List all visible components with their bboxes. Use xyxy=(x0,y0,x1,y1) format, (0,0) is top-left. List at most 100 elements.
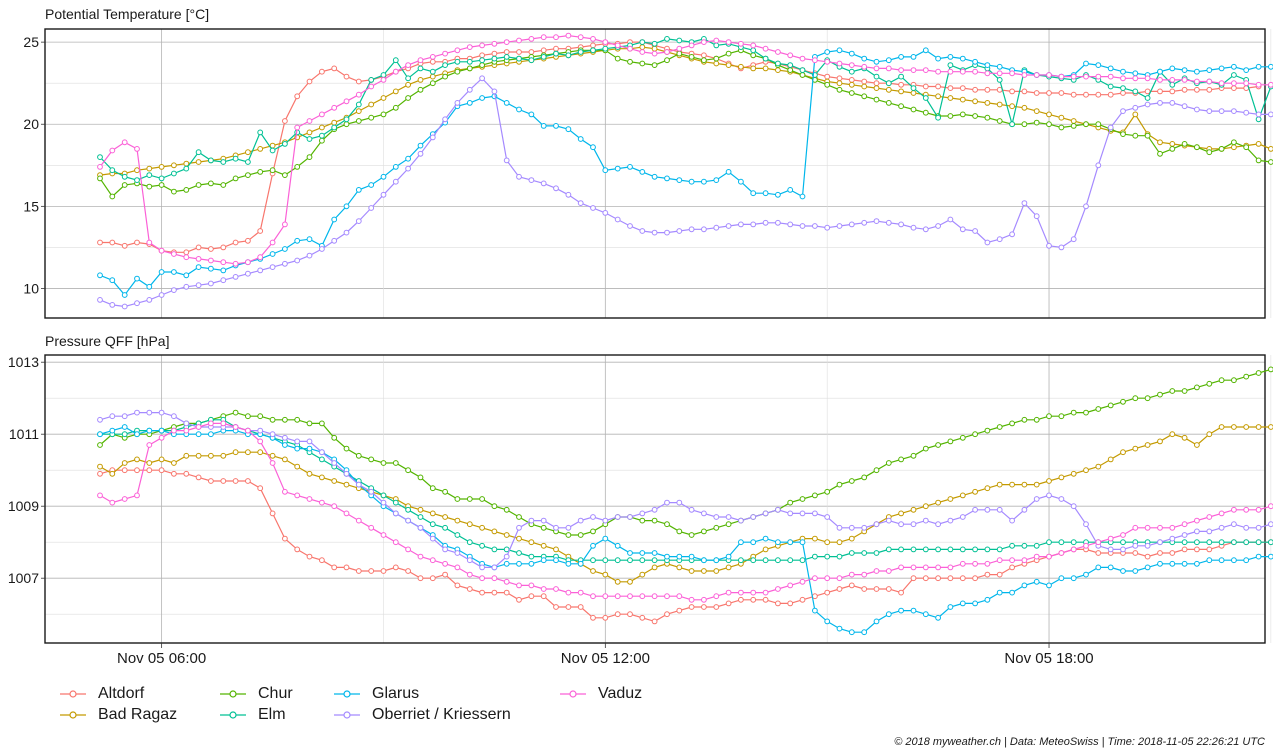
data-point xyxy=(787,582,794,589)
data-point xyxy=(1231,539,1237,546)
data-point xyxy=(688,178,695,185)
data-point xyxy=(208,478,214,484)
y-tick-label: 15 xyxy=(23,198,39,214)
data-point xyxy=(762,589,769,596)
data-point xyxy=(294,463,301,470)
legend-label: Vaduz xyxy=(598,685,643,702)
data-point xyxy=(590,514,596,520)
series-line xyxy=(99,49,1271,296)
legend-label: Elm xyxy=(258,706,286,723)
data-point xyxy=(1206,431,1213,438)
data-point xyxy=(1132,88,1139,95)
data-point xyxy=(405,517,412,524)
data-point xyxy=(319,68,325,75)
data-point xyxy=(306,252,313,259)
data-point xyxy=(750,514,757,520)
data-point xyxy=(922,445,929,452)
data-point xyxy=(762,55,769,62)
data-point xyxy=(380,532,387,538)
data-point xyxy=(947,496,954,502)
data-point xyxy=(799,223,806,229)
data-point xyxy=(121,242,128,249)
data-point xyxy=(972,98,978,105)
data-point xyxy=(861,629,868,636)
data-point xyxy=(676,37,683,44)
data-point xyxy=(1157,100,1163,106)
data-point xyxy=(1095,406,1102,412)
data-point xyxy=(639,614,646,621)
data-point xyxy=(701,226,707,233)
data-point xyxy=(1083,521,1089,528)
data-point xyxy=(121,182,128,188)
data-point xyxy=(1107,83,1114,90)
data-point xyxy=(331,503,338,510)
data-point xyxy=(725,514,732,520)
data-point xyxy=(627,550,633,556)
data-point xyxy=(1231,80,1237,87)
data-point xyxy=(898,73,904,80)
data-point xyxy=(355,568,362,574)
data-point xyxy=(1181,521,1188,528)
data-point xyxy=(664,49,670,55)
data-point xyxy=(1169,550,1176,556)
data-point xyxy=(220,277,227,284)
data-point xyxy=(984,571,991,578)
data-point xyxy=(750,65,757,72)
data-point xyxy=(1231,521,1237,528)
source-caption: © 2018 myweather.ch | Data: MeteoSwiss |… xyxy=(894,736,1265,748)
data-point xyxy=(836,539,843,546)
data-point xyxy=(1095,550,1102,556)
data-point xyxy=(713,514,720,520)
data-point xyxy=(1107,124,1114,131)
data-point xyxy=(97,239,103,246)
data-point xyxy=(1144,75,1151,82)
data-point xyxy=(799,596,806,603)
data-point xyxy=(1206,78,1213,85)
data-point xyxy=(910,575,917,582)
data-point xyxy=(380,460,387,466)
data-point xyxy=(898,589,904,596)
data-point xyxy=(1194,78,1200,85)
data-point xyxy=(405,95,412,101)
data-point xyxy=(405,62,412,68)
data-point xyxy=(1206,528,1213,535)
data-point xyxy=(775,60,781,67)
data-point xyxy=(466,539,473,546)
data-point xyxy=(1120,108,1126,114)
data-point xyxy=(1144,542,1151,549)
plot-area: 10 15 20 25 1007 1009 1011 1013 Nov 05 06:00 Nov … xyxy=(8,28,1273,667)
data-point xyxy=(1194,106,1200,113)
data-point xyxy=(1120,90,1126,96)
data-point xyxy=(910,106,917,113)
data-point xyxy=(380,492,387,499)
data-point xyxy=(121,424,128,430)
data-point xyxy=(725,521,732,528)
data-point xyxy=(676,499,683,506)
data-point xyxy=(701,57,707,64)
data-point xyxy=(503,589,510,596)
data-point xyxy=(245,449,251,456)
data-point xyxy=(836,223,843,229)
data-point xyxy=(824,81,831,88)
data-point xyxy=(134,467,140,474)
data-point xyxy=(1083,571,1089,578)
data-point xyxy=(319,474,325,481)
data-point xyxy=(208,265,214,272)
data-point xyxy=(664,175,670,182)
data-point xyxy=(442,514,449,520)
data-point xyxy=(676,177,683,184)
data-point xyxy=(1181,67,1188,73)
data-point xyxy=(479,496,486,502)
data-point xyxy=(639,39,646,45)
data-point xyxy=(1194,68,1200,75)
data-point xyxy=(516,596,522,603)
data-point xyxy=(861,474,868,481)
data-point xyxy=(602,210,609,216)
data-point xyxy=(725,223,732,229)
data-point xyxy=(1194,384,1200,391)
data-point xyxy=(787,62,794,68)
data-point xyxy=(269,460,276,466)
data-point xyxy=(540,180,547,187)
y-tick-label: 1009 xyxy=(8,498,39,514)
data-point xyxy=(1132,550,1139,556)
